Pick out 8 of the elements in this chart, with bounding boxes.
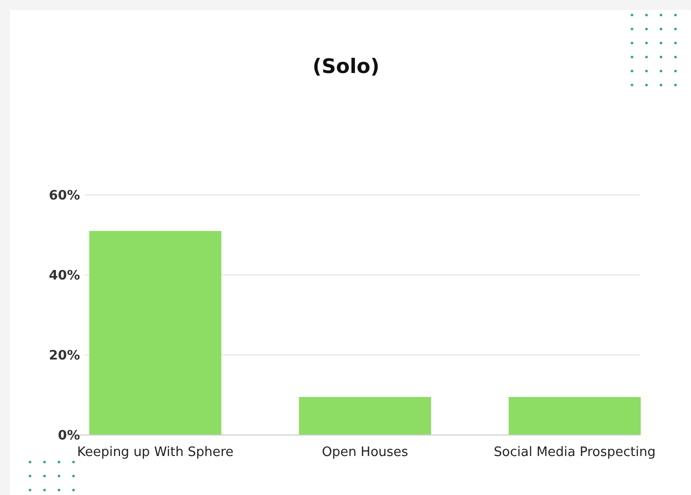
y-tick-label: 0% <box>58 428 80 444</box>
y-tick-label: 60% <box>48 188 80 204</box>
x-tick-label: Social Media Prospecting <box>494 445 656 460</box>
x-tick-label: Open Houses <box>322 445 408 460</box>
y-tick-label: 20% <box>48 348 80 364</box>
x-tick-label: Keeping up With Sphere <box>77 445 234 460</box>
y-tick-label: 40% <box>48 268 80 284</box>
chart-title: (Solo) <box>312 54 380 78</box>
